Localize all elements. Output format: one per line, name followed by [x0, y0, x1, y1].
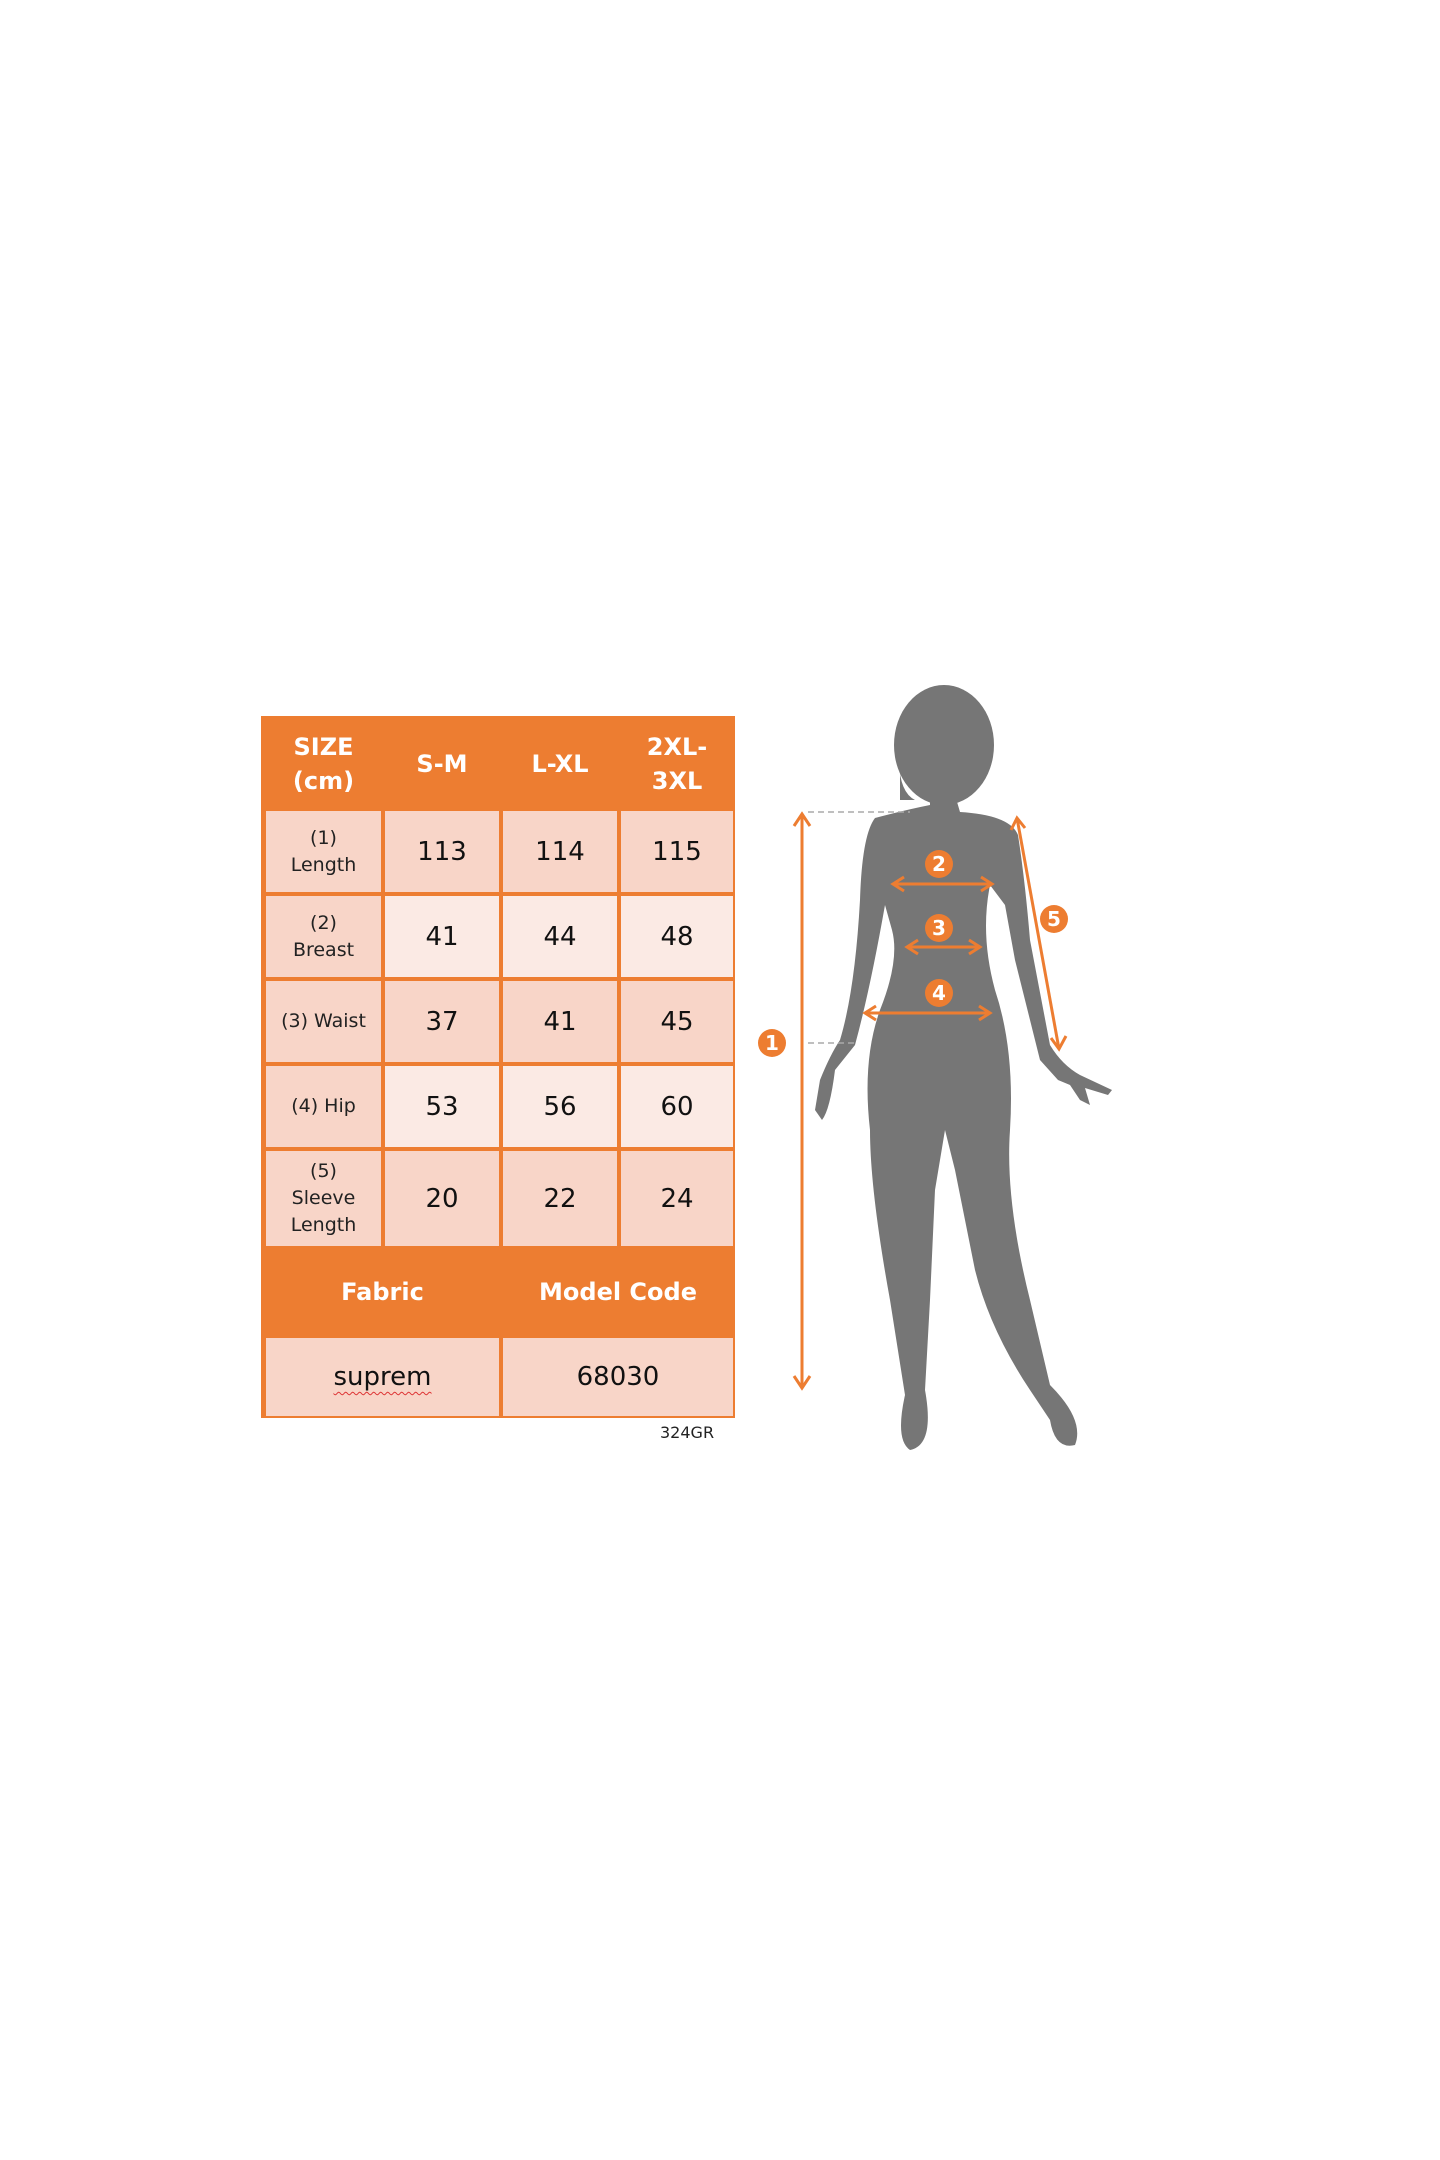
sleeve-arrow-icon [1009, 815, 1068, 1052]
measurement-value: 56 [503, 1066, 617, 1147]
measurement-value: 115 [621, 811, 733, 892]
marker-label: 3 [932, 916, 946, 940]
measurement-label: (2) Breast [266, 896, 381, 977]
marker-badge-5 [1040, 905, 1068, 933]
measurement-value: 44 [503, 896, 617, 977]
measurement-value: 114 [503, 811, 617, 892]
measurement-value: 41 [503, 981, 617, 1062]
measurement-label: (4) Hip [266, 1066, 381, 1147]
marker-badge-1 [758, 1029, 786, 1057]
fabric-header: Fabric [341, 1278, 424, 1306]
marker-badge-4 [925, 979, 953, 1007]
measurement-value: 24 [621, 1151, 733, 1246]
size-column-header: L-XL [531, 750, 589, 778]
measurement-value: 22 [503, 1151, 617, 1246]
length-arrow-icon [792, 811, 812, 1391]
marker-label: 4 [932, 981, 946, 1005]
measurement-value: 60 [621, 1066, 733, 1147]
woman-silhouette-icon [815, 685, 1112, 1450]
model-code-header: Model Code [539, 1278, 697, 1306]
size-column-header: 2XL-3XL [646, 733, 708, 795]
measurement-value: 20 [385, 1151, 499, 1246]
model-code-value: 68030 [503, 1338, 733, 1416]
measurement-label: (5) Sleeve Length [266, 1151, 381, 1246]
hip-arrow-icon [862, 1004, 993, 1022]
measurement-value: 37 [385, 981, 499, 1062]
fabric-value: suprem [266, 1338, 499, 1416]
measurement-value: 113 [385, 811, 499, 892]
measurement-value: 45 [621, 981, 733, 1062]
size-column-header: S-M [416, 750, 468, 778]
measurement-label: (1) Length [266, 811, 381, 892]
marker-badge-3 [925, 914, 953, 942]
product-code-note: 324GR [660, 1423, 715, 1442]
measurement-value: 41 [385, 896, 499, 977]
guide-lines [808, 811, 910, 1044]
measurement-value: 48 [621, 896, 733, 977]
breast-arrow-icon [890, 875, 995, 893]
marker-label: 2 [932, 852, 946, 876]
marker-badge-2 [925, 850, 953, 878]
measurement-value: 53 [385, 1066, 499, 1147]
marker-label: 1 [765, 1031, 779, 1055]
marker-label: 5 [1047, 907, 1061, 931]
size-chart-table: SIZE (cm) S-M L-XL 2XL-3XL (1) Length 113 114 1… [261, 716, 735, 1418]
measurement-label: (3) Waist [266, 981, 381, 1062]
size-label-header: SIZE (cm) [292, 733, 355, 795]
waist-arrow-icon [904, 938, 983, 956]
